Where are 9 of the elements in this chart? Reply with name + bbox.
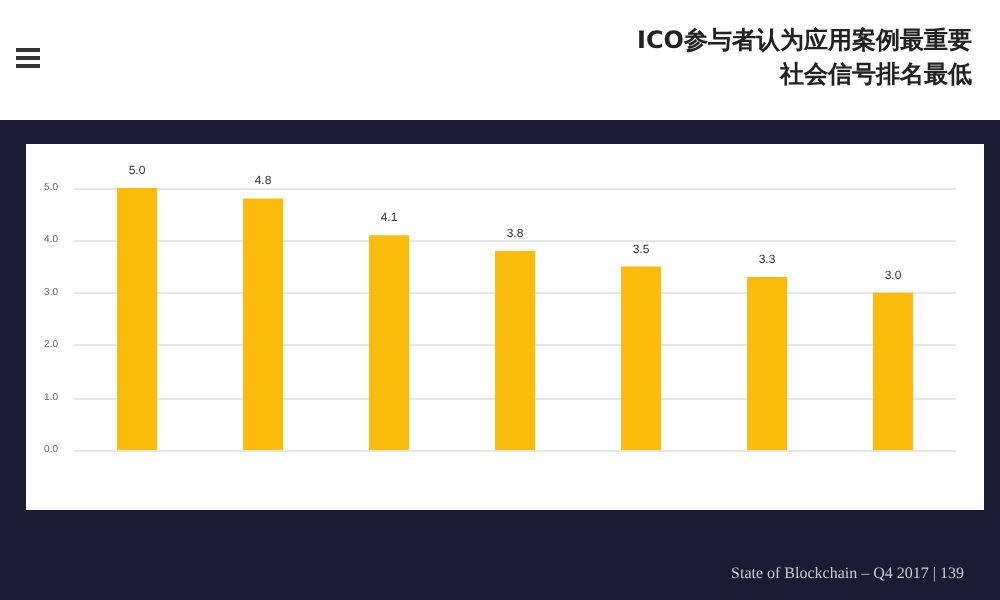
bar bbox=[117, 188, 157, 450]
text: State of Blockchain – Q4 2017 | 139 bbox=[731, 564, 964, 582]
bar bbox=[495, 250, 535, 450]
chart-title: ICO参与者认为应用案例最重要社会信号排名最低 bbox=[635, 24, 972, 92]
bar bbox=[621, 266, 661, 450]
bar bbox=[243, 198, 283, 450]
bar bbox=[369, 235, 409, 450]
bar bbox=[747, 277, 787, 450]
bar bbox=[873, 292, 913, 450]
